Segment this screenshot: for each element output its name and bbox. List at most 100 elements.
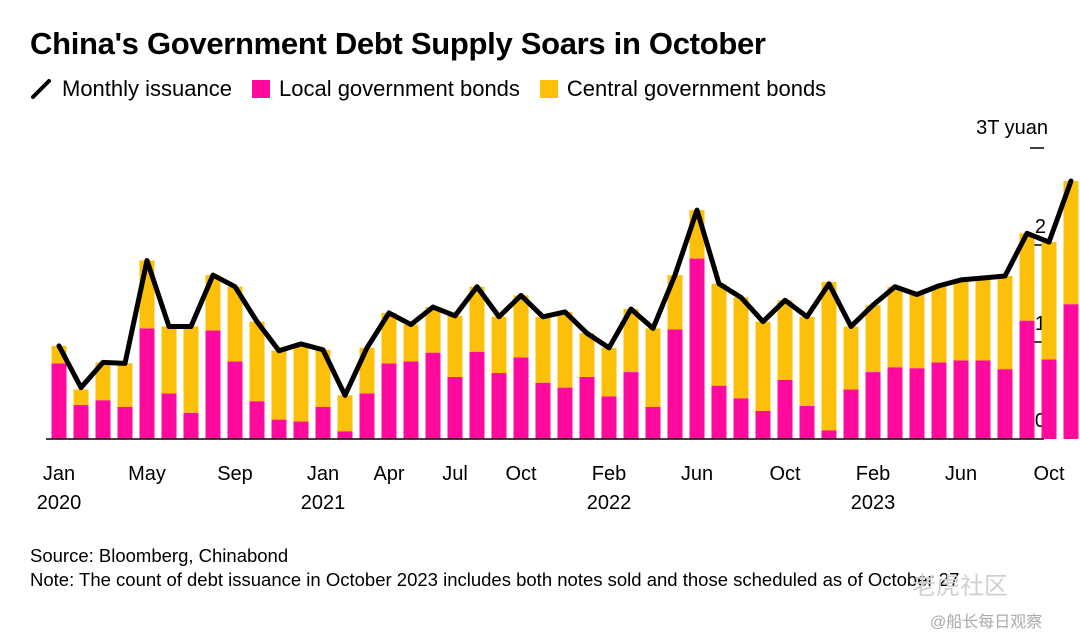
bar-local: [95, 400, 111, 439]
bar-central: [337, 395, 353, 432]
bar-local: [953, 360, 969, 439]
bar-central: [887, 286, 903, 368]
x-tick-label: May: [128, 463, 166, 485]
chart-title: China's Government Debt Supply Soars in …: [30, 26, 766, 61]
bar-local: [359, 393, 375, 439]
legend-item-monthly-issuance: Monthly issuance: [30, 76, 232, 102]
legend-item-local-bonds: Local government bonds: [251, 76, 520, 102]
bar-local: [799, 406, 815, 439]
bar-local: [73, 405, 89, 439]
bar-local: [535, 382, 551, 439]
bar-local: [161, 393, 177, 439]
y-tick-label: 1: [1035, 313, 1046, 335]
bar-local: [645, 406, 661, 439]
bar-central: [183, 326, 199, 413]
yellow-swatch-icon: [539, 80, 558, 98]
bar-local: [491, 373, 507, 439]
bar-local: [689, 258, 705, 439]
bar-central: [711, 283, 727, 386]
bar-local: [579, 376, 595, 439]
bar-central: [821, 281, 837, 431]
bar-central: [865, 305, 881, 373]
bar-local: [1063, 304, 1079, 439]
bar-central: [447, 315, 463, 377]
x-tick-year-label: 2022: [587, 492, 632, 514]
x-tick-label: Jul: [442, 463, 468, 485]
bar-local: [51, 363, 67, 439]
bar-local: [1041, 359, 1057, 439]
bar-local: [337, 431, 353, 439]
source-text: Source: Bloomberg, Chinabond: [30, 545, 289, 566]
y-axis-unit-label: 3T yuan: [976, 117, 1048, 139]
x-tick-year-label: 2023: [851, 492, 896, 514]
bar-local: [227, 361, 243, 439]
bar-central: [777, 300, 793, 380]
x-tick-label: Feb: [592, 463, 626, 485]
bar-local: [667, 329, 683, 439]
bar-local: [557, 387, 573, 439]
x-tick-label: Oct: [1033, 463, 1065, 485]
note-text: Note: The count of debt issuance in Octo…: [30, 569, 960, 590]
chart-footer: Source: Bloomberg, Chinabond Note: The c…: [30, 544, 1040, 592]
bar-central: [601, 347, 617, 397]
bar-central: [1019, 233, 1035, 321]
bar-central: [161, 326, 177, 394]
bar-local: [997, 369, 1013, 439]
stacked-bar-chart: 0 1 2 3T yuan Jan 2020 May Sep Jan 2021 Apr Jul Oct F…: [37, 117, 1079, 514]
bar-local: [931, 362, 947, 439]
bar-central: [491, 316, 507, 374]
bar-central: [997, 276, 1013, 370]
bar-central: [73, 389, 89, 406]
bar-local: [315, 406, 331, 439]
bar-central: [469, 286, 485, 352]
bar-local: [469, 351, 485, 439]
bar-local: [755, 410, 771, 439]
bar-central: [623, 309, 639, 373]
bar-local: [139, 328, 155, 439]
bar-central: [557, 311, 573, 388]
bar-central: [953, 279, 969, 361]
x-tick-label: Apr: [373, 463, 404, 485]
bar-local: [843, 389, 859, 439]
bar-central: [843, 326, 859, 390]
bar-local: [909, 368, 925, 439]
bar-local: [1019, 320, 1035, 439]
bar-local: [777, 379, 793, 439]
x-tick-label: Sep: [217, 463, 253, 485]
bar-central: [425, 307, 441, 353]
bar-central: [249, 321, 265, 402]
bar-local: [601, 396, 617, 439]
bar-local: [887, 367, 903, 439]
x-tick-label: Jun: [681, 463, 713, 485]
bar-central: [579, 333, 595, 377]
bar-local: [293, 421, 309, 439]
bar-local: [117, 406, 133, 439]
watermark-handle: @船长每日观察: [930, 614, 1043, 631]
x-tick-label: Jan: [43, 463, 75, 485]
bar-central: [645, 328, 661, 407]
line-swatch-icon: [31, 79, 51, 99]
x-tick-label: Oct: [505, 463, 537, 485]
bar-central: [315, 349, 331, 407]
bar-central: [381, 312, 397, 364]
x-tick-label: Feb: [856, 463, 890, 485]
x-tick-year-label: 2021: [301, 492, 346, 514]
x-tick-label: Oct: [769, 463, 801, 485]
bar-central: [733, 297, 749, 399]
bar-central: [293, 343, 309, 422]
y-tick-label: 2: [1035, 216, 1046, 238]
bar-local: [271, 419, 287, 439]
legend-item-central-bonds: Central government bonds: [539, 76, 826, 102]
x-tick-label: Jun: [945, 463, 977, 485]
bar-central: [799, 316, 815, 407]
watermark-logo: 老虎社区: [912, 573, 1008, 600]
bar-central: [1041, 242, 1057, 360]
x-tick-label: Jan: [307, 463, 339, 485]
bar-central: [117, 363, 133, 407]
bar-local: [711, 385, 727, 439]
bar-local: [183, 412, 199, 439]
bar-central: [755, 321, 771, 411]
bar-central: [95, 362, 111, 401]
bar-central: [271, 350, 287, 420]
bar-local: [381, 363, 397, 439]
